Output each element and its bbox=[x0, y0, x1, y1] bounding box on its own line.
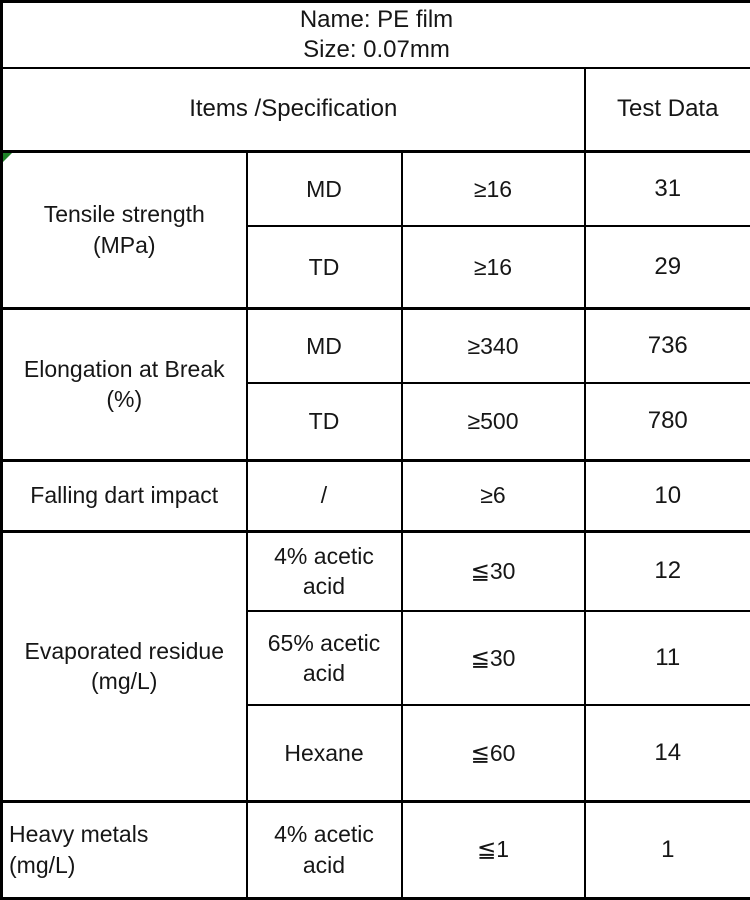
spec-cell: ≦1 bbox=[402, 801, 585, 898]
items-specification-header: Items /Specification bbox=[2, 68, 585, 151]
spec-cell: ≦30 bbox=[402, 611, 585, 705]
product-name: Name: PE film bbox=[7, 5, 746, 35]
item-label-line1: Tensile strength bbox=[7, 199, 242, 229]
test-data-cell: 29 bbox=[585, 226, 750, 308]
item-cell-falling-dart-impact: Falling dart impact bbox=[2, 460, 247, 531]
spec-cell: ≦30 bbox=[402, 531, 585, 611]
condition-cell: MD bbox=[247, 308, 402, 383]
test-data-cell: 31 bbox=[585, 151, 750, 226]
spec-cell: ≥500 bbox=[402, 383, 585, 460]
condition-cell: 65% acetic acid bbox=[247, 611, 402, 705]
item-cell-evaporated-residue: Evaporated residue (mg/L) bbox=[2, 531, 247, 801]
test-data-cell: 1 bbox=[585, 801, 750, 898]
item-cell-heavy-metals: Heavy metals (mg/L) bbox=[2, 801, 247, 898]
condition-cell: TD bbox=[247, 226, 402, 308]
condition-cell: / bbox=[247, 460, 402, 531]
condition-cell: 4% acetic acid bbox=[247, 801, 402, 898]
spec-cell: ≥16 bbox=[402, 226, 585, 308]
test-data-cell: 14 bbox=[585, 705, 750, 801]
condition-cell: Hexane bbox=[247, 705, 402, 801]
item-cell-elongation-at-break: Elongation at Break (%) bbox=[2, 308, 247, 460]
item-label-line2: (MPa) bbox=[7, 230, 242, 260]
item-cell-tensile-strength: Tensile strength (MPa) bbox=[2, 151, 247, 308]
spec-cell: ≦60 bbox=[402, 705, 585, 801]
product-size: Size: 0.07mm bbox=[7, 35, 746, 65]
test-data-header: Test Data bbox=[585, 68, 750, 151]
test-data-cell: 736 bbox=[585, 308, 750, 383]
item-label-line1: Falling dart impact bbox=[7, 480, 242, 510]
item-label-line1: Heavy metals bbox=[9, 819, 242, 849]
item-label-line2: (mg/L) bbox=[9, 850, 242, 880]
green-corner-marker-icon bbox=[3, 153, 12, 162]
spec-cell: ≥340 bbox=[402, 308, 585, 383]
item-label-line2: (mg/L) bbox=[7, 666, 242, 696]
spec-cell: ≥16 bbox=[402, 151, 585, 226]
table-title: Name: PE film Size: 0.07mm bbox=[2, 2, 750, 69]
item-label-line1: Elongation at Break bbox=[7, 354, 242, 384]
test-data-cell: 12 bbox=[585, 531, 750, 611]
condition-cell: 4% acetic acid bbox=[247, 531, 402, 611]
item-label-line1: Evaporated residue bbox=[7, 636, 242, 666]
item-label-line2: (%) bbox=[7, 384, 242, 414]
test-data-cell: 780 bbox=[585, 383, 750, 460]
condition-cell: MD bbox=[247, 151, 402, 226]
spec-cell: ≥6 bbox=[402, 460, 585, 531]
test-data-cell: 10 bbox=[585, 460, 750, 531]
test-data-cell: 11 bbox=[585, 611, 750, 705]
condition-cell: TD bbox=[247, 383, 402, 460]
